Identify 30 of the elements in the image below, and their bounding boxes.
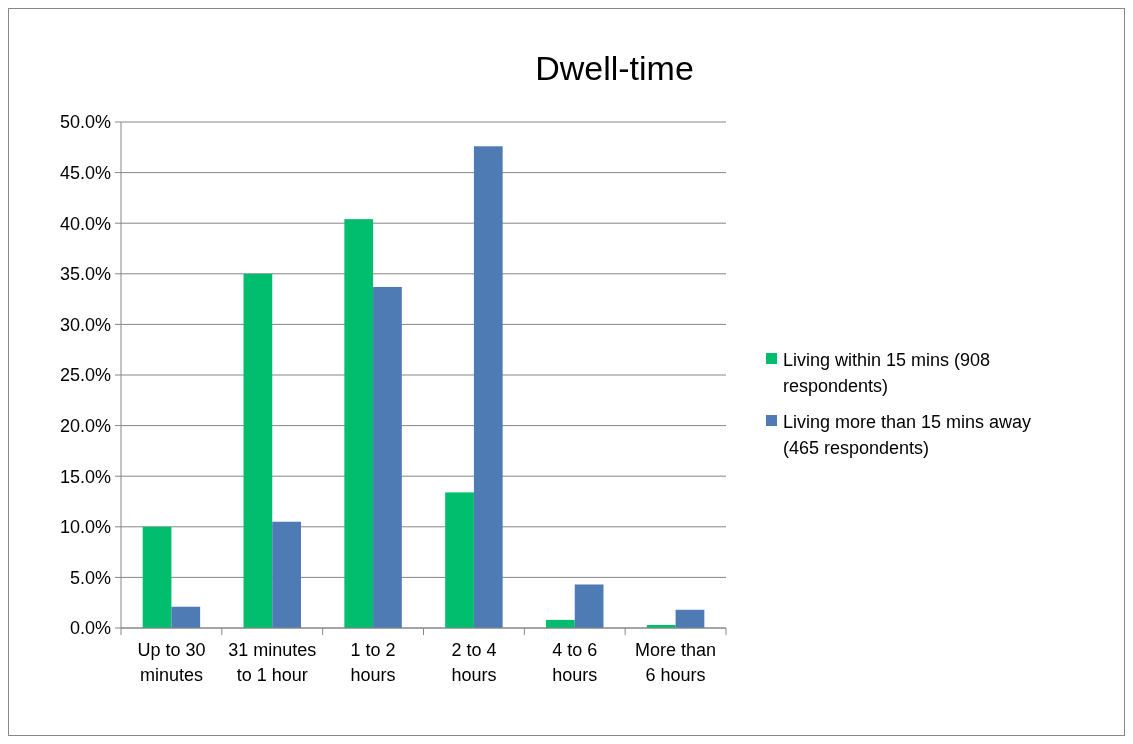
x-tick-label: 31 minutes to 1 hour [228, 640, 317, 685]
y-tick-label: 20.0% [59, 415, 111, 436]
chart-title: Dwell-time [535, 49, 694, 87]
bar [445, 492, 474, 628]
bar [574, 584, 604, 628]
x-tick-label: More than 6 hours [635, 640, 717, 685]
y-tick-label: 25.0% [59, 365, 111, 386]
bar [171, 606, 201, 628]
y-tick-label: 40.0% [59, 213, 111, 234]
x-tick-label: 4 to 6 hours [552, 640, 598, 685]
y-tick-label: 45.0% [59, 162, 111, 183]
y-tick-label: 5.0% [69, 567, 111, 588]
bar [344, 219, 374, 628]
legend-label: Living within 15 mins (908 respondents) [783, 350, 991, 397]
bar [243, 273, 273, 628]
bar [473, 146, 503, 628]
y-tick-label: 0.0% [69, 618, 111, 639]
bar [675, 609, 705, 628]
x-tick-label: Up to 30 minutes [137, 640, 206, 685]
x-tick-label: 2 to 4 hours [451, 640, 497, 685]
legend-label: Living more than 15 mins away (465 respondents) [783, 412, 1032, 459]
y-tick-label: 15.0% [59, 466, 111, 487]
y-tick-label: 30.0% [59, 314, 111, 335]
x-tick-label: 1 to 2 hours [350, 640, 396, 685]
y-tick-label: 50.0% [59, 112, 111, 133]
bar [142, 526, 172, 628]
y-tick-label: 10.0% [59, 517, 111, 538]
bar [373, 286, 402, 628]
y-tick-label: 35.0% [59, 264, 111, 285]
bar [272, 521, 301, 628]
